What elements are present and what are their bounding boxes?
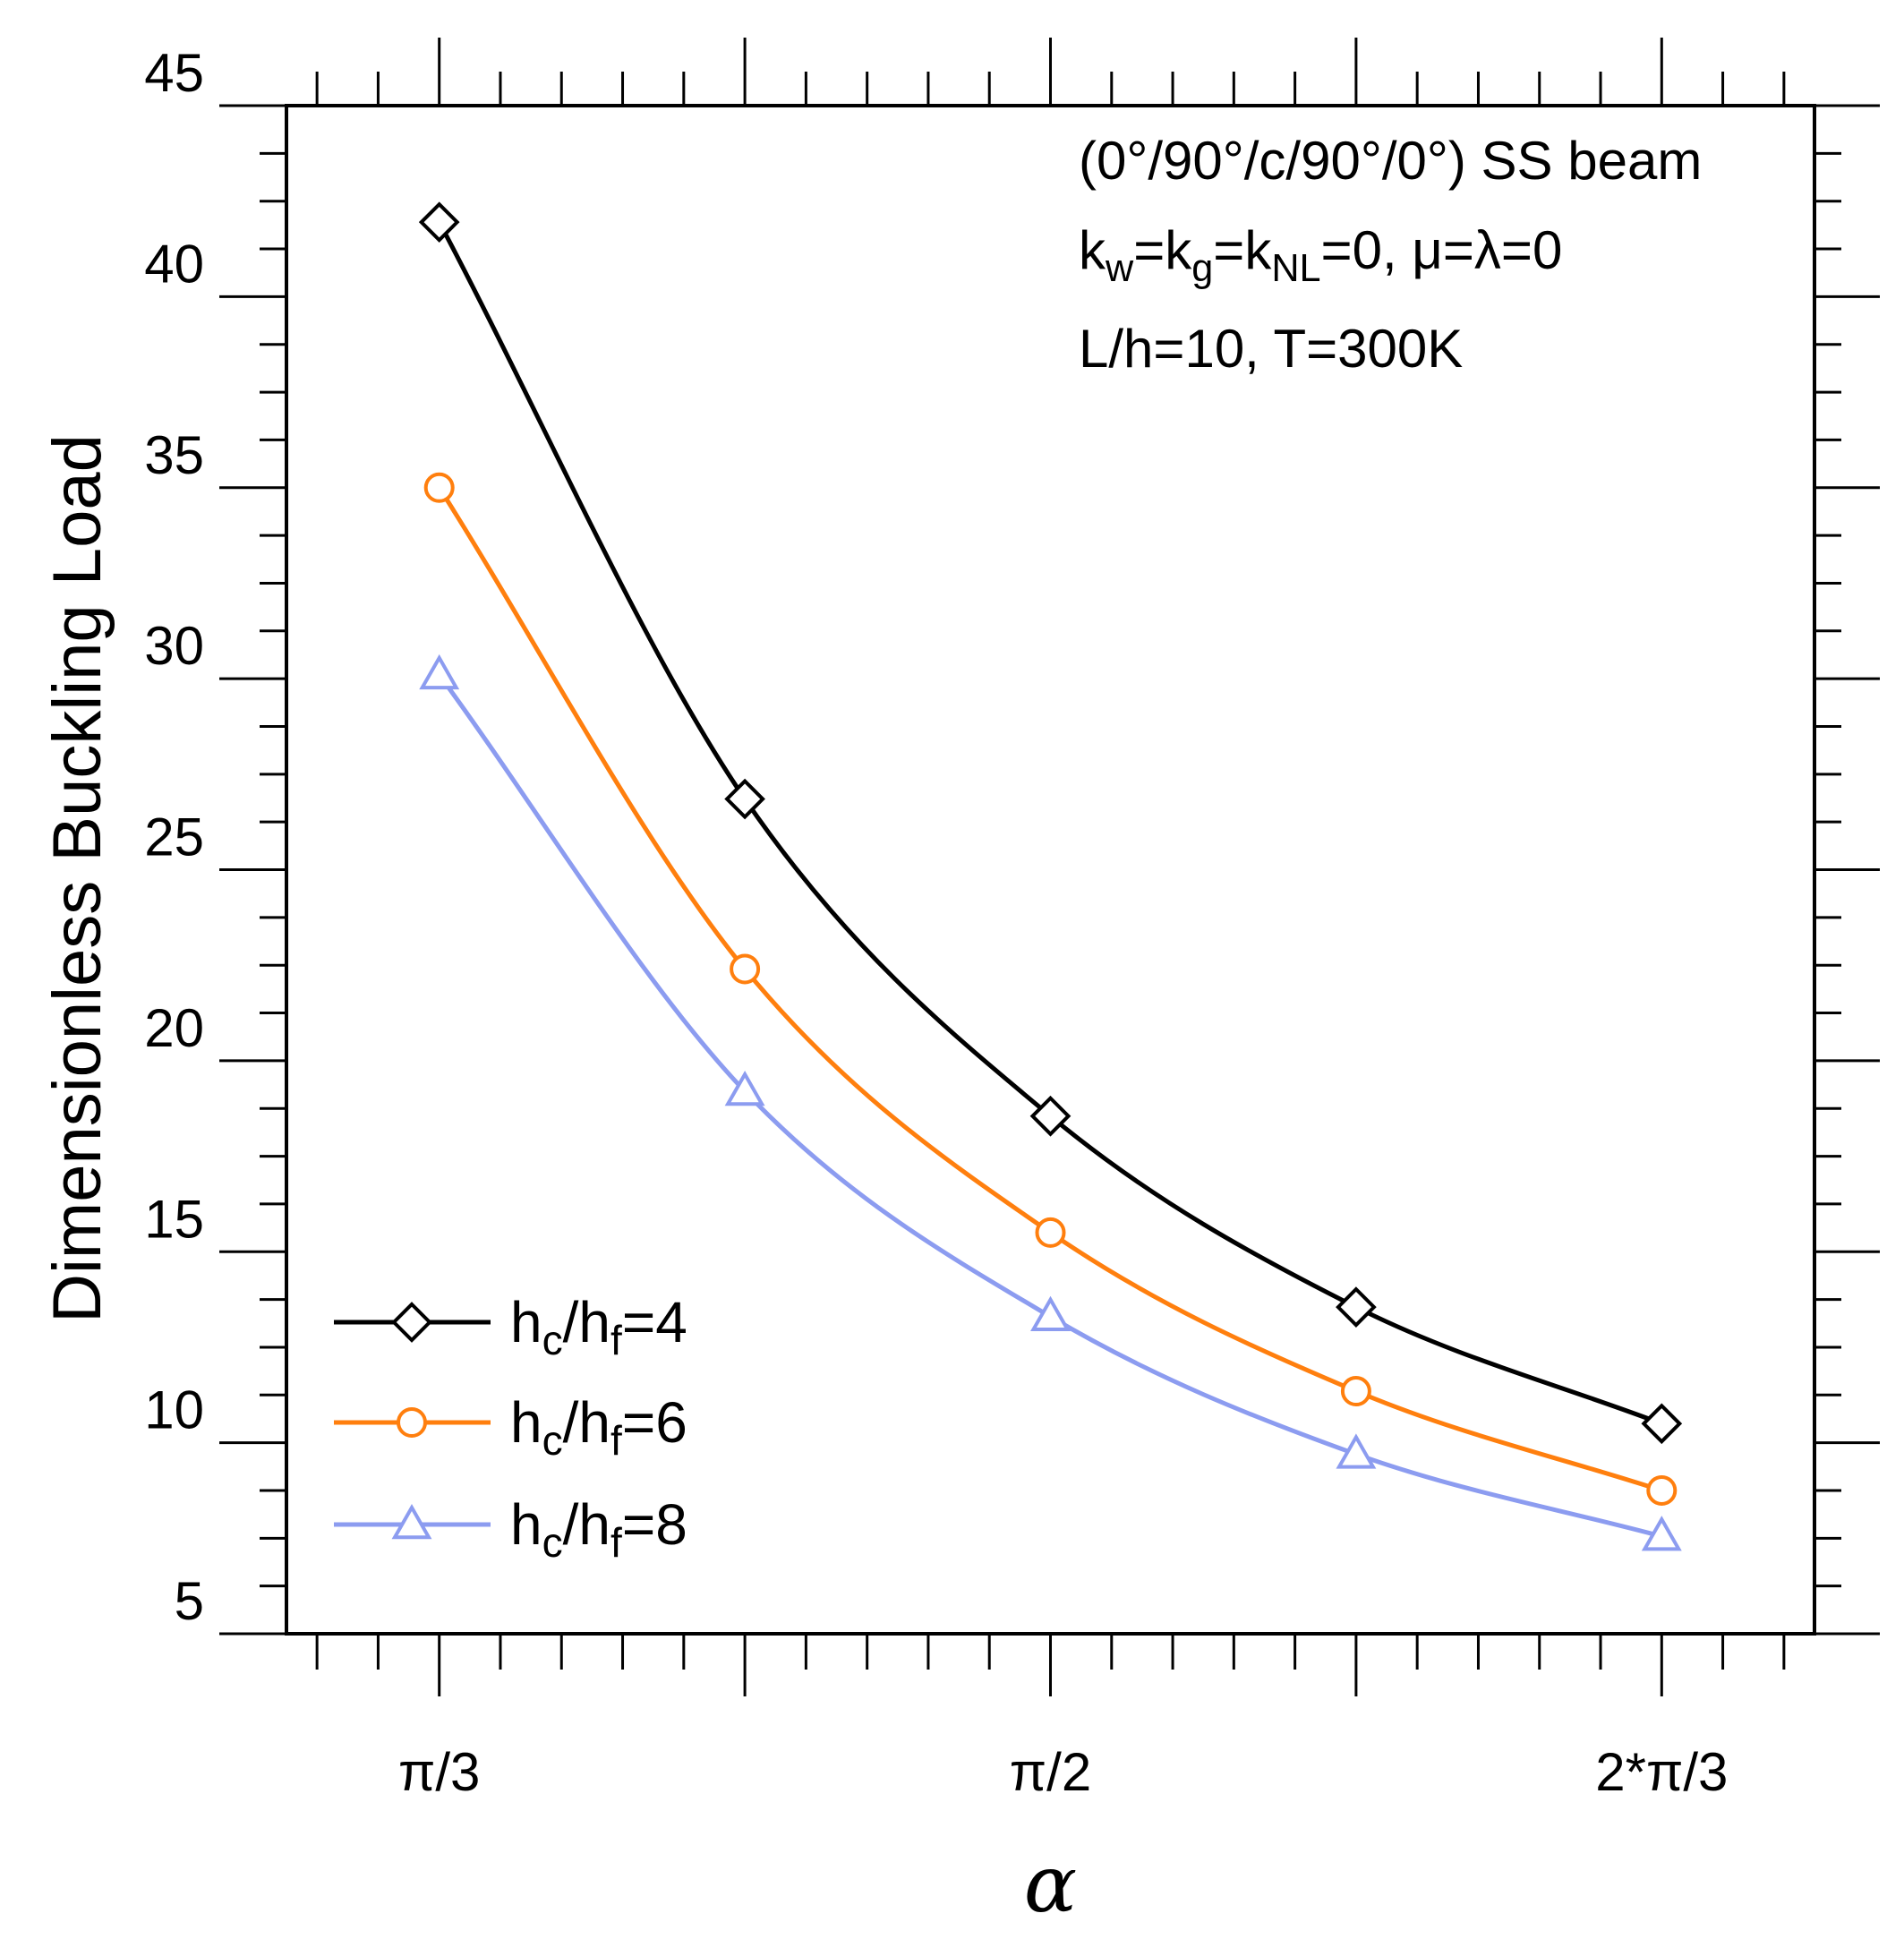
y-tick-label: 10 [144,1380,204,1440]
series-circle [423,472,1678,1506]
legend-marker [391,1302,432,1343]
legend-label: hc/hf=4 [510,1290,687,1363]
y-tick-label: 30 [144,616,204,676]
data-point [1340,1376,1371,1407]
annotation-line-part: L/h=10, T=300K [1079,319,1463,379]
annotation-line-part: NL [1271,247,1320,290]
x-axis-label: α [1024,1838,1077,1930]
legend-label-part: c [542,1417,563,1464]
legend-label-part: f [610,1519,622,1566]
annotation-line: kw=kg=kNL=0, μ=λ=0 [1079,220,1562,290]
data-point [1336,1433,1377,1469]
data-point [1641,1516,1682,1551]
legend-marker [397,1407,427,1438]
data-point [724,1070,765,1106]
annotation-line-part: =0, μ=λ=0 [1321,220,1563,280]
annotation-line-part: =k [1213,220,1272,280]
y-tick-label: 35 [144,425,204,485]
y-tick-label: 20 [144,998,204,1058]
y-tick-labels: 5 10 15 20 25 30 35 40 45 [144,43,204,1631]
legend-label-part: c [542,1519,563,1566]
legend-label: hc/hf=6 [510,1390,687,1464]
annotation-line: (0°/90°/c/90°/0°) SS beam [1079,131,1702,191]
data-point [418,201,460,243]
data-point [419,653,460,690]
x-tick-label: π/3 [398,1742,480,1802]
data-point [1641,1403,1683,1445]
y-tick-label: 5 [175,1571,204,1631]
annotation-line-part: g [1191,247,1213,290]
legend-label-part: /h [563,1390,610,1455]
legend-label-part: f [610,1317,622,1363]
series-line [437,673,1662,1539]
legend-label: hc/hf=8 [510,1492,687,1566]
legend: hc/hf=4hc/hf=6hc/hf=8 [334,1290,687,1566]
data-point [1646,1474,1678,1506]
series-diamond [418,201,1683,1445]
y-tick-label: 15 [144,1189,204,1249]
legend-label-part: f [610,1417,622,1464]
legend-label-part: h [510,1390,542,1455]
legend-marker [391,1503,432,1540]
annotation-line-part: k [1079,220,1106,280]
data-point [730,953,761,985]
data-point [1336,1286,1377,1328]
data-point [423,472,455,503]
legend-entry: hc/hf=6 [334,1390,687,1464]
x-tick-label: π/2 [1010,1742,1091,1802]
data-point [1030,1295,1071,1332]
legend-label-part: h [510,1290,542,1354]
legend-label-part: /h [563,1492,610,1557]
annotation-line-part: (0°/90°/c/90°/0°) SS beam [1079,131,1702,191]
data-point [1029,1095,1072,1137]
x-tick-label: 2*π/3 [1595,1742,1728,1802]
legend-label-part: =4 [622,1290,687,1354]
axis-ticks [219,38,1880,1696]
series-layer [418,201,1683,1551]
plot-frame [285,104,1816,1636]
series-line [437,220,1663,1426]
legend-entry: hc/hf=8 [334,1492,687,1566]
y-tick-label: 25 [144,807,204,867]
data-point [1035,1217,1066,1248]
y-tick-label: 45 [144,43,204,103]
legend-label-part: =8 [622,1492,687,1557]
legend-label-part: =6 [622,1390,687,1455]
annotation-line: L/h=10, T=300K [1079,319,1463,379]
annotation-line-part: =k [1133,220,1192,280]
legend-label-part: c [542,1317,563,1363]
series-triangle [419,653,1682,1551]
series-line [437,486,1663,1493]
data-point [724,778,765,820]
y-axis-label: Dimensionless Buckling Load [39,434,115,1323]
legend-label-part: h [510,1492,542,1557]
legend-label-part: /h [563,1290,610,1354]
annotation-line-part: w [1105,247,1134,290]
y-tick-label: 40 [144,234,204,294]
x-tick-labels: π/3 π/2 2*π/3 [398,1742,1728,1802]
legend-entry: hc/hf=4 [334,1290,687,1363]
